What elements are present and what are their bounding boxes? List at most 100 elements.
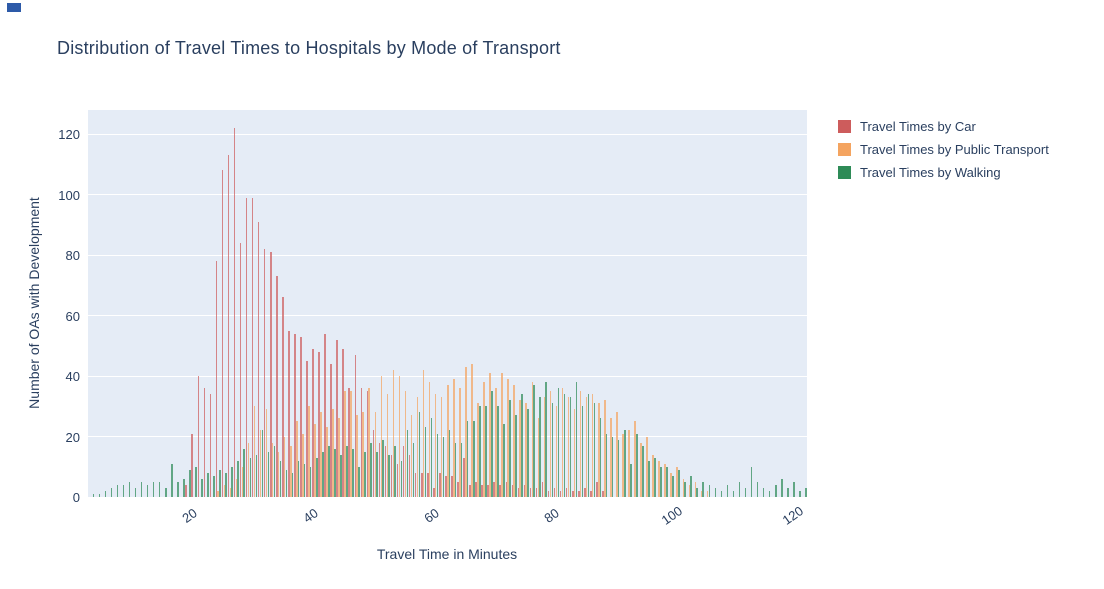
histogram-bar <box>471 363 473 497</box>
histogram-bar <box>805 487 807 497</box>
histogram-bar <box>201 478 203 497</box>
histogram-bar <box>567 397 570 497</box>
histogram-bar <box>688 484 691 497</box>
histogram-bar <box>485 406 487 497</box>
histogram-bar <box>513 385 515 497</box>
histogram-bar <box>402 445 405 497</box>
histogram-bar <box>164 487 167 497</box>
histogram-bar <box>750 466 753 497</box>
histogram-bar <box>312 348 314 497</box>
histogram-bar <box>322 451 324 497</box>
histogram-bar <box>289 445 292 497</box>
histogram-bar <box>472 421 475 497</box>
histogram-bar <box>579 391 582 497</box>
histogram-bar <box>386 394 389 497</box>
gridline <box>88 254 807 256</box>
histogram-bar <box>92 493 95 497</box>
histogram-bar <box>185 484 187 497</box>
histogram-bar <box>708 484 711 497</box>
histogram-bar <box>469 484 471 497</box>
histogram-bar <box>288 330 290 497</box>
histogram-bar <box>630 463 632 497</box>
histogram-bar <box>372 430 375 497</box>
histogram-bar <box>684 481 686 497</box>
histogram-bar <box>344 391 346 497</box>
histogram-bar <box>352 448 354 497</box>
histogram-bar <box>195 466 197 497</box>
histogram-bar <box>509 400 511 497</box>
histogram-bar <box>457 481 459 497</box>
histogram-bar <box>340 454 342 497</box>
histogram-bar <box>110 487 113 497</box>
histogram-bar <box>247 442 250 497</box>
y-tick-label: 20 <box>65 429 80 445</box>
x-tick-label: 120 <box>779 503 806 528</box>
y-tick-label: 0 <box>72 490 80 505</box>
histogram-bar <box>454 442 457 497</box>
histogram-bar <box>330 363 332 497</box>
histogram-bar <box>279 460 282 497</box>
histogram-bar <box>499 484 502 497</box>
histogram-bar <box>406 430 409 497</box>
plot-area[interactable] <box>88 110 807 498</box>
histogram-bar <box>545 382 547 497</box>
histogram-bar <box>561 388 564 497</box>
x-tick-label: 40 <box>300 505 321 526</box>
histogram-bar <box>428 382 431 497</box>
histogram-bar <box>599 418 602 497</box>
histogram-bar <box>654 457 656 497</box>
histogram-bar <box>547 490 550 497</box>
histogram-bar <box>303 463 306 497</box>
public-transport-series-swatch-icon <box>838 143 851 156</box>
histogram-bar <box>787 487 789 497</box>
histogram-bar <box>360 388 363 497</box>
histogram-bar <box>285 469 288 497</box>
histogram-bar <box>277 451 280 497</box>
histogram-bar <box>535 487 538 497</box>
histogram-bar <box>318 351 320 497</box>
histogram-bar <box>122 484 125 497</box>
histogram-bar <box>453 379 455 497</box>
histogram-bar <box>430 418 433 497</box>
histogram-bar <box>404 391 407 497</box>
histogram-bar <box>696 487 698 497</box>
histogram-bar <box>261 430 264 497</box>
histogram-bar <box>273 445 276 497</box>
histogram-bar <box>648 460 650 497</box>
histogram-bar <box>666 466 668 497</box>
histogram-bar <box>231 466 233 497</box>
histogram-bar <box>634 421 636 497</box>
x-axis-title: Travel Time in Minutes <box>376 546 518 562</box>
histogram-bar <box>237 460 239 497</box>
histogram-bar <box>672 475 674 497</box>
histogram-bar <box>537 418 540 497</box>
histogram-bar <box>573 409 576 497</box>
histogram-bar <box>251 197 254 497</box>
histogram-bar <box>714 487 717 497</box>
histogram-bar <box>610 418 612 497</box>
histogram-bar <box>271 442 274 497</box>
histogram-bar <box>664 463 666 497</box>
histogram-bar <box>738 481 741 497</box>
histogram-bar <box>414 472 417 497</box>
histogram-bar <box>410 415 413 497</box>
histogram-bar <box>424 427 427 497</box>
histogram-bar <box>233 128 236 497</box>
x-tick-label: 20 <box>179 505 200 526</box>
histogram-bar <box>584 487 586 497</box>
histogram-bar <box>533 385 535 497</box>
histogram-bar <box>388 454 390 497</box>
histogram-bar <box>581 406 584 497</box>
histogram-bar <box>104 490 107 497</box>
histogram-bar <box>171 463 173 497</box>
legend-item-walking[interactable]: Travel Times by Walking <box>838 165 1049 180</box>
legend-item-public-transport[interactable]: Travel Times by Public Transport <box>838 142 1049 157</box>
histogram-bar <box>487 484 489 497</box>
histogram-bar <box>291 472 294 497</box>
histogram-bar <box>501 373 503 497</box>
legend-item-car[interactable]: Travel Times by Car <box>838 119 1049 134</box>
histogram-bar <box>565 487 568 497</box>
histogram-bar <box>346 445 348 497</box>
histogram-bar <box>445 475 447 497</box>
histogram-bar <box>616 412 618 497</box>
